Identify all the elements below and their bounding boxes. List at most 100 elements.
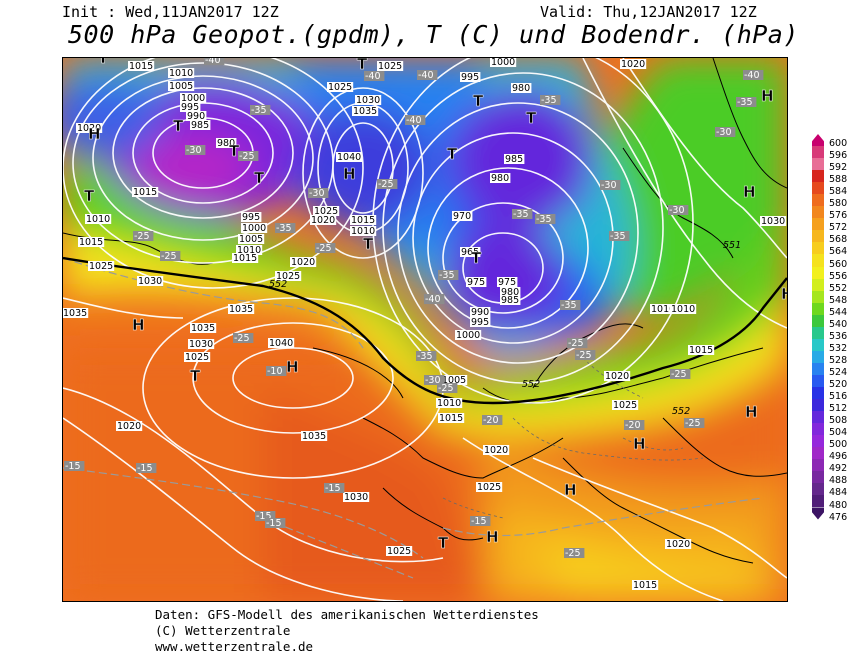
- temperature-label-bg: [377, 179, 398, 189]
- colorbar-label: 584: [829, 186, 848, 198]
- pressure-label-bg: [180, 93, 207, 103]
- pressure-label-bg: [452, 211, 473, 221]
- temperature-label-text: -35: [251, 105, 267, 116]
- pressure-label-text: 1020: [311, 215, 335, 226]
- pressure-label-text: 1015: [439, 413, 463, 424]
- low-pressure-symbol: T: [84, 187, 95, 205]
- temperature-label: -35: [535, 214, 556, 225]
- pressure-label: 990: [186, 111, 207, 122]
- pressure-label-bg: [78, 237, 105, 247]
- colorbar-segment: [812, 507, 824, 520]
- pressure-label: 995: [241, 212, 262, 223]
- pressure-label-text: 1020: [666, 539, 690, 550]
- colorbar-label: 504: [829, 427, 848, 439]
- pressure-label-bg: [436, 398, 463, 408]
- pressure-label: 1015: [350, 215, 377, 226]
- pressure-label-bg: [470, 307, 491, 317]
- pressure-label-text: 1010: [671, 304, 695, 315]
- pressure-label: 1025: [184, 352, 211, 363]
- pressure-label-text: 1030: [356, 95, 380, 106]
- pressure-label: 1010: [436, 398, 463, 409]
- pressure-label-text: 1000: [181, 93, 205, 104]
- temperature-label: -30: [185, 145, 206, 156]
- pressure-label: 1030: [343, 492, 370, 503]
- temperature-label-bg: [64, 461, 85, 471]
- temperature-label: -40: [405, 115, 426, 126]
- pressure-label: 990: [470, 307, 491, 318]
- pressure-label-bg: [612, 400, 639, 410]
- geopotential-552-line: [63, 256, 787, 405]
- colorbar-segment: [812, 435, 824, 448]
- high-pressure-symbol: H: [743, 183, 756, 201]
- valid-time: Valid: Thu,12JAN2017 12Z: [540, 3, 757, 21]
- pressure-label-text: 1015: [351, 215, 375, 226]
- temperature-label-text: -35: [513, 209, 529, 220]
- copyright: (C) Wetterzentrale: [155, 623, 291, 638]
- pressure-label: 965: [460, 247, 481, 258]
- pressure-center-symbols: HTTTTTTHTTTTTHHHHTHHHHTH: [84, 58, 787, 552]
- pressure-label-text: 1040: [337, 152, 361, 163]
- temperature-label-text: -35: [417, 351, 433, 362]
- weather-map[interactable]: 1015 1010 1005 1000 995 990 985 980 1020 1015 1010…: [62, 57, 788, 602]
- temperature-label: -20: [624, 420, 645, 431]
- temperature-label-text: -15: [256, 511, 272, 522]
- temperature-label: -25: [567, 338, 588, 349]
- pressure-label-bg: [343, 492, 370, 502]
- temperature-label: -40: [204, 58, 225, 66]
- colorbar-label: 548: [829, 294, 848, 306]
- temperature-label: -25: [564, 548, 585, 559]
- temperature-label-bg: [364, 71, 385, 81]
- temperature-label-text: -25: [234, 333, 250, 344]
- pressure-label-bg: [504, 154, 525, 164]
- data-source: Daten: GFS-Modell des amerikanischen Wet…: [155, 607, 539, 622]
- pressure-label-text: 1030: [189, 339, 213, 350]
- temperature-label-text: -30: [669, 205, 685, 216]
- temperature-label: -25: [377, 179, 398, 190]
- pressure-label-bg: [132, 187, 159, 197]
- high-pressure-symbol: H: [564, 481, 577, 499]
- colorbar-label: 520: [829, 379, 848, 390]
- temperature-label-text: -30: [716, 127, 732, 138]
- website-link[interactable]: www.wetterzentrale.de: [155, 639, 314, 654]
- pressure-label-bg: [665, 539, 692, 549]
- colorbar-label: 488: [829, 475, 848, 487]
- low-pressure-symbol: T: [173, 117, 184, 135]
- temperature-label: -40: [743, 70, 764, 81]
- high-pressure-symbol: H: [633, 435, 646, 453]
- temperature-label-bg: [567, 338, 588, 348]
- pressure-label-bg: [313, 206, 340, 216]
- pressure-label-text: 1040: [269, 338, 293, 349]
- colorbar-segment: [812, 170, 824, 183]
- pressure-label: 1030: [137, 276, 164, 287]
- temperature-label-text: -40: [406, 115, 422, 126]
- pressure-label-text: 1035: [302, 431, 326, 442]
- temperature-label-text: -40: [205, 58, 221, 66]
- temperature-label-bg: [535, 214, 556, 224]
- colorbar-segment: [812, 194, 824, 207]
- temperature-label-text: -20: [625, 420, 641, 431]
- colorbar-label: 576: [829, 210, 848, 222]
- temperature-label-text: -35: [610, 231, 626, 242]
- pressure-label-bg: [460, 72, 481, 82]
- pressure-label-bg: [476, 482, 503, 492]
- low-pressure-symbol: T: [98, 58, 109, 67]
- pressure-label-bg: [186, 111, 207, 121]
- temperature-label-text: -25: [134, 231, 150, 242]
- colorbar: [812, 134, 824, 520]
- temperature-label-text: -10: [267, 366, 283, 377]
- pressure-label-bg: [455, 330, 482, 340]
- pressure-label-text: 980: [217, 138, 235, 149]
- temperature-label: -30: [715, 127, 736, 138]
- pressure-label-text: 990: [471, 307, 489, 318]
- pressure-label-bg: [470, 317, 491, 327]
- pressure-label-bg: [688, 345, 715, 355]
- temperature-label-text: -35: [561, 300, 577, 311]
- pressure-label-bg: [620, 59, 647, 69]
- pressure-label-bg: [236, 245, 263, 255]
- pressure-label-bg: [760, 216, 787, 226]
- temperature-label-bg: [540, 95, 561, 105]
- temperature-label-text: -35: [737, 97, 753, 108]
- temperature-label-bg: [405, 115, 426, 125]
- pressure-label: 1015: [688, 345, 715, 356]
- temperature-label: -25: [575, 350, 596, 361]
